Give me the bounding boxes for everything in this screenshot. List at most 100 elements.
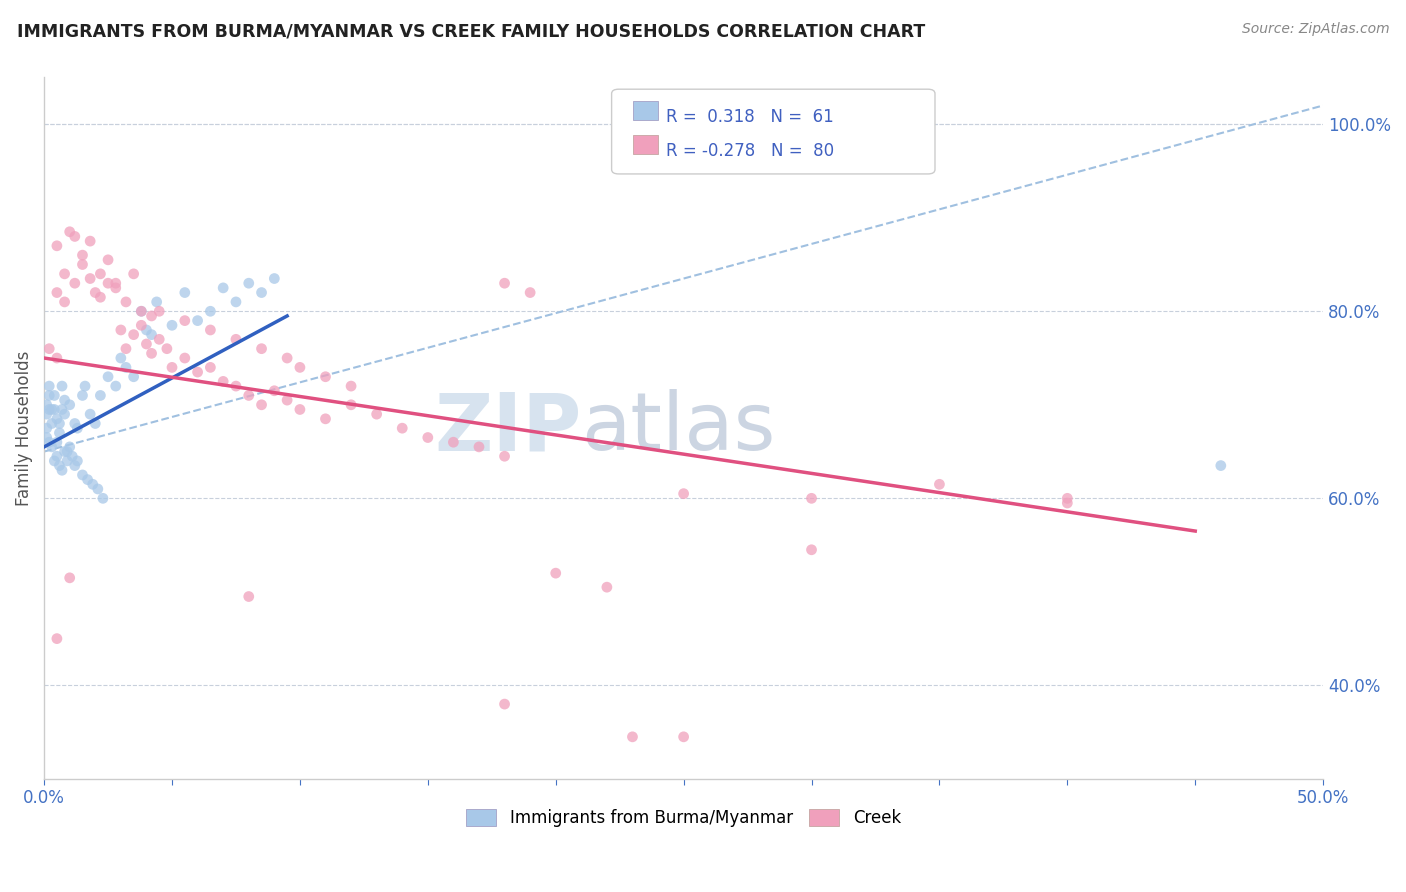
- Point: [104, 276, 127, 290]
- Point: [225, 379, 247, 393]
- Point: [76, 473, 98, 487]
- Point: [621, 730, 644, 744]
- Y-axis label: Family Households: Family Households: [15, 351, 32, 506]
- Point: [79, 271, 101, 285]
- Point: [544, 566, 567, 581]
- Point: [110, 323, 132, 337]
- Point: [91, 491, 114, 506]
- Point: [115, 294, 138, 309]
- Point: [173, 351, 195, 365]
- Point: [53, 393, 76, 408]
- Point: [263, 384, 285, 398]
- Point: [141, 346, 163, 360]
- Point: [135, 323, 157, 337]
- Point: [72, 248, 94, 262]
- Point: [115, 342, 138, 356]
- Point: [63, 229, 86, 244]
- Point: [187, 313, 209, 327]
- Point: [41, 402, 63, 417]
- Point: [288, 360, 311, 375]
- Point: [45, 239, 67, 253]
- Point: [38, 388, 60, 402]
- Point: [238, 276, 260, 290]
- Point: [72, 388, 94, 402]
- Point: [276, 393, 298, 408]
- Point: [48, 425, 70, 440]
- Point: [340, 398, 363, 412]
- Point: [38, 342, 60, 356]
- Point: [104, 281, 127, 295]
- Point: [51, 379, 73, 393]
- Point: [250, 398, 273, 412]
- Point: [53, 407, 76, 421]
- Point: [79, 407, 101, 421]
- Point: [72, 467, 94, 482]
- Point: [596, 580, 619, 594]
- Point: [145, 294, 167, 309]
- Point: [73, 379, 96, 393]
- Point: [250, 342, 273, 356]
- Point: [200, 360, 222, 375]
- Point: [391, 421, 413, 435]
- Point: [141, 327, 163, 342]
- Point: [45, 285, 67, 300]
- Point: [160, 360, 183, 375]
- Text: Source: ZipAtlas.com: Source: ZipAtlas.com: [1241, 22, 1389, 37]
- Point: [38, 402, 60, 417]
- Point: [56, 444, 79, 458]
- Point: [89, 388, 111, 402]
- Point: [97, 252, 120, 267]
- Point: [59, 225, 82, 239]
- Point: [200, 323, 222, 337]
- Point: [131, 318, 153, 333]
- Point: [87, 482, 110, 496]
- Point: [416, 431, 439, 445]
- Point: [45, 449, 67, 463]
- Point: [122, 267, 145, 281]
- Point: [110, 351, 132, 365]
- Point: [800, 542, 823, 557]
- Point: [263, 271, 285, 285]
- Point: [53, 267, 76, 281]
- Point: [672, 486, 695, 500]
- Point: [212, 281, 235, 295]
- Point: [41, 417, 63, 431]
- Point: [89, 290, 111, 304]
- Point: [156, 342, 179, 356]
- Point: [494, 276, 516, 290]
- Point: [35, 398, 58, 412]
- Point: [468, 440, 491, 454]
- Point: [84, 285, 107, 300]
- Point: [44, 454, 66, 468]
- Point: [35, 407, 58, 421]
- Text: R = -0.278   N =  80: R = -0.278 N = 80: [666, 142, 835, 160]
- Text: R =  0.318   N =  61: R = 0.318 N = 61: [666, 108, 834, 126]
- Point: [104, 379, 127, 393]
- Point: [250, 285, 273, 300]
- Point: [276, 351, 298, 365]
- Point: [59, 398, 82, 412]
- Point: [66, 454, 89, 468]
- Point: [131, 304, 153, 318]
- Point: [48, 458, 70, 473]
- Point: [238, 388, 260, 402]
- Point: [44, 388, 66, 402]
- Point: [84, 417, 107, 431]
- Point: [53, 294, 76, 309]
- Point: [82, 477, 104, 491]
- Point: [63, 276, 86, 290]
- Point: [672, 730, 695, 744]
- Point: [494, 697, 516, 711]
- Point: [519, 285, 541, 300]
- Point: [38, 379, 60, 393]
- Point: [72, 258, 94, 272]
- Point: [59, 571, 82, 585]
- Point: [238, 590, 260, 604]
- Point: [288, 402, 311, 417]
- Point: [148, 332, 170, 346]
- Point: [225, 294, 247, 309]
- Point: [187, 365, 209, 379]
- Point: [366, 407, 388, 421]
- Point: [59, 440, 82, 454]
- Point: [53, 444, 76, 458]
